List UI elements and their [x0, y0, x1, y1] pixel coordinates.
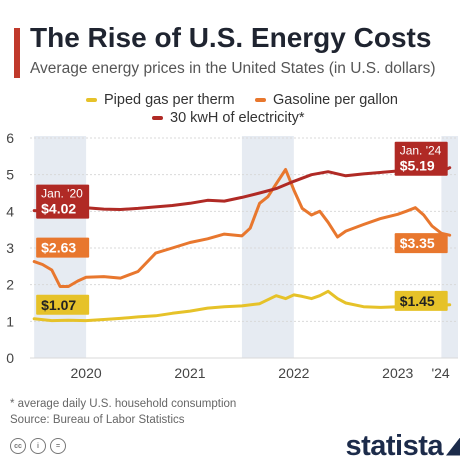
legend-label-gas: Piped gas per therm: [104, 92, 235, 108]
title-accent-bar: [14, 28, 20, 78]
annotation-value-5: $1.45: [400, 293, 435, 309]
cc-icon[interactable]: cc: [10, 438, 26, 454]
brand-logo[interactable]: statista: [345, 430, 460, 463]
legend-swatch-gasoline: [255, 98, 266, 102]
series-line-1: [32, 168, 452, 288]
annotation-box-2: [36, 294, 90, 315]
annotation-box-0: [36, 184, 90, 219]
x-tick-label: 2021: [174, 365, 205, 381]
legend-item-electricity: 30 kwH of electricity*: [152, 110, 305, 126]
y-tick-label: 0: [6, 350, 14, 366]
legend-swatch-electricity: [152, 116, 163, 120]
annotation-title-0: Jan. '20: [41, 187, 83, 201]
by-icon[interactable]: i: [30, 438, 46, 454]
brand-name: statista: [345, 430, 443, 462]
y-tick-label: 5: [6, 167, 14, 183]
legend-label-gasoline: Gasoline per gallon: [273, 92, 398, 108]
annotation-title-3: Jan. '24: [400, 144, 442, 158]
annotation-value-2: $1.07: [41, 297, 76, 313]
legend-swatch-gas: [86, 98, 97, 102]
footnote: * average daily U.S. household consumpti…: [10, 398, 237, 410]
x-tick-label: 2020: [71, 365, 102, 381]
y-tick-label: 2: [6, 277, 14, 293]
annotation-value-3: $5.19: [400, 158, 435, 174]
annotation-box-3: [394, 141, 448, 176]
annotation-value-4: $3.35: [400, 235, 435, 251]
legend-item-gasoline: Gasoline per gallon: [255, 92, 398, 108]
source-note: Source: Bureau of Labor Statistics: [10, 414, 185, 426]
y-tick-label: 1: [6, 313, 14, 329]
y-tick-label: 3: [6, 240, 14, 256]
footnote-block: * average daily U.S. household consumpti…: [10, 396, 236, 428]
annotation-value-0: $4.02: [41, 201, 76, 217]
legend-label-electricity: 30 kwH of electricity*: [170, 110, 305, 126]
annotation-box-5: [394, 290, 448, 311]
chart-title: The Rise of U.S. Energy Costs: [30, 22, 432, 53]
annotation-value-1: $2.63: [41, 240, 76, 256]
line-chart: 0 1 2 3 4 5 6 2020 2021 2022 2023 '24 Jan. '20$4.02 $…: [6, 130, 458, 381]
brand-mark-icon: [446, 437, 460, 456]
series-line-0: [32, 289, 452, 323]
x-tick-label: '24: [431, 365, 449, 381]
chart-subtitle: Average energy prices in the United Stat…: [30, 60, 436, 77]
y-tick-label: 6: [6, 130, 14, 146]
nd-icon[interactable]: =: [50, 438, 66, 454]
x-tick-label: 2023: [382, 365, 413, 381]
legend-item-gas: Piped gas per therm: [86, 92, 235, 108]
x-tick-label: 2022: [278, 365, 309, 381]
license-icons: cc i =: [10, 438, 66, 454]
annotation-box-4: [394, 233, 448, 254]
annotation-box-1: [36, 237, 90, 258]
y-tick-label: 4: [6, 203, 14, 219]
